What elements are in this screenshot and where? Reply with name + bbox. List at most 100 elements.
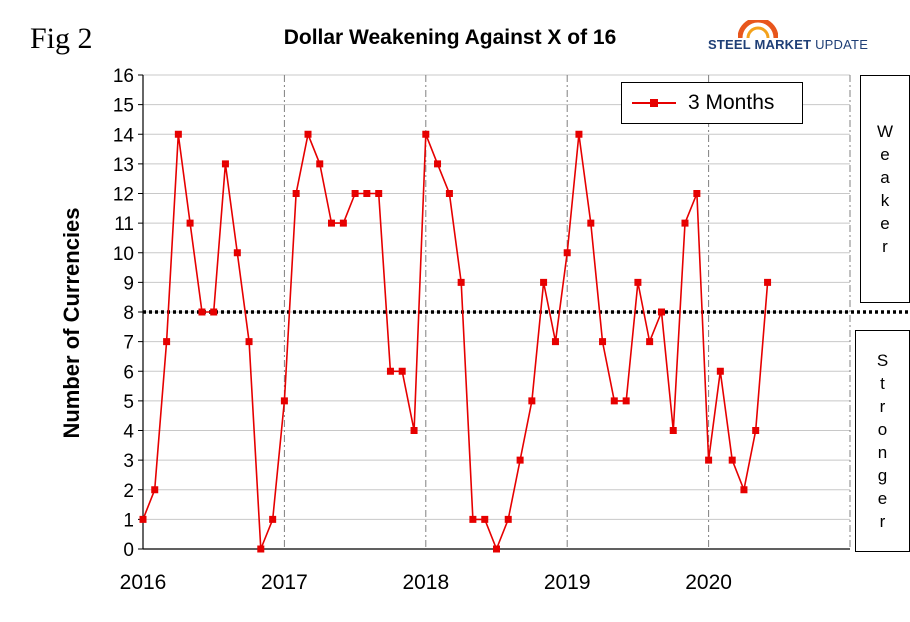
data-point bbox=[681, 219, 689, 227]
data-point bbox=[221, 160, 229, 168]
data-point bbox=[351, 190, 359, 197]
chart-title: Dollar Weakening Against X of 16 bbox=[283, 26, 617, 49]
weaker-letter: W bbox=[876, 122, 894, 141]
data-point bbox=[481, 515, 489, 523]
stronger-letter: t bbox=[880, 374, 885, 393]
x-tick-label: 2016 bbox=[120, 571, 167, 594]
data-point bbox=[457, 278, 465, 286]
logo-text: STEEL MARKET UPDATE bbox=[708, 37, 868, 52]
data-point bbox=[693, 190, 701, 197]
stronger-letter: o bbox=[877, 420, 888, 439]
data-point bbox=[375, 190, 383, 197]
data-point bbox=[540, 278, 548, 286]
x-tick-label: 2018 bbox=[402, 571, 449, 594]
logo-brand-bold: STEEL MARKET bbox=[708, 37, 812, 52]
y-tick-label: 2 bbox=[123, 481, 134, 502]
data-point bbox=[339, 219, 347, 227]
weaker-letter: k bbox=[880, 191, 890, 210]
data-point bbox=[151, 486, 159, 494]
data-point bbox=[233, 249, 241, 257]
stronger-letter: n bbox=[877, 443, 888, 462]
y-tick-label: 9 bbox=[123, 273, 134, 294]
data-point bbox=[575, 130, 583, 138]
data-point bbox=[316, 160, 324, 168]
data-point bbox=[516, 456, 524, 464]
data-point bbox=[740, 486, 748, 494]
stronger-letter: g bbox=[877, 466, 888, 485]
data-point bbox=[658, 308, 666, 316]
data-point bbox=[669, 427, 677, 434]
data-point bbox=[469, 515, 477, 523]
data-point bbox=[764, 278, 772, 286]
data-point bbox=[716, 367, 724, 375]
y-tick-label: 16 bbox=[113, 66, 134, 87]
x-tick-label: 2017 bbox=[261, 571, 308, 594]
y-tick-label: 1 bbox=[123, 510, 134, 531]
series-line bbox=[142, 131, 769, 552]
steel-market-update-logo: STEEL MARKET UPDATE bbox=[708, 20, 868, 60]
data-point bbox=[528, 397, 536, 405]
y-tick-label: 13 bbox=[113, 155, 134, 176]
data-point bbox=[292, 190, 300, 197]
data-point bbox=[434, 160, 442, 168]
data-point bbox=[752, 427, 760, 434]
weaker-letter: a bbox=[880, 168, 890, 187]
data-point bbox=[610, 397, 618, 405]
data-point bbox=[587, 219, 595, 227]
y-tick-label: 8 bbox=[123, 303, 134, 324]
data-point bbox=[422, 130, 430, 138]
y-tick-label: 6 bbox=[123, 362, 134, 383]
data-point bbox=[504, 515, 512, 523]
data-point bbox=[269, 515, 277, 523]
legend-series-symbol bbox=[632, 93, 682, 113]
x-tick-label: 2020 bbox=[685, 571, 732, 594]
y-tick-label: 14 bbox=[113, 125, 135, 146]
stronger-letter: S bbox=[876, 351, 889, 370]
data-point bbox=[398, 367, 406, 375]
x-tick-label: 2019 bbox=[544, 571, 591, 594]
weaker-letter: r bbox=[882, 237, 888, 256]
weaker-letter: e bbox=[880, 145, 890, 164]
y-tick-label: 15 bbox=[113, 96, 134, 117]
data-point bbox=[139, 515, 147, 523]
data-point bbox=[634, 278, 642, 286]
stronger-letter: r bbox=[879, 512, 886, 531]
stronger-letter: e bbox=[877, 489, 888, 508]
data-point bbox=[280, 397, 288, 405]
y-tick-label: 3 bbox=[123, 451, 134, 472]
data-point bbox=[386, 367, 394, 375]
data-point bbox=[563, 249, 571, 257]
y-tick-label: 12 bbox=[113, 185, 134, 206]
logo-brand-light: UPDATE bbox=[815, 37, 869, 52]
data-point bbox=[174, 130, 182, 138]
data-point bbox=[646, 338, 654, 346]
data-point bbox=[728, 456, 736, 464]
stronger-letter: r bbox=[879, 397, 886, 416]
figure-label: Fig 2 bbox=[30, 22, 93, 55]
data-point bbox=[163, 338, 171, 346]
data-point bbox=[186, 219, 194, 227]
data-point bbox=[245, 338, 253, 346]
data-point bbox=[327, 219, 335, 227]
data-point bbox=[304, 130, 312, 138]
data-point bbox=[257, 545, 265, 553]
data-point bbox=[210, 308, 218, 316]
y-tick-label: 0 bbox=[123, 540, 134, 561]
y-tick-label: 5 bbox=[123, 392, 134, 413]
data-point bbox=[622, 397, 630, 405]
data-point bbox=[493, 545, 500, 553]
data-point bbox=[599, 338, 607, 346]
data-point bbox=[705, 456, 713, 464]
data-point bbox=[445, 190, 453, 197]
logo-arc-icon bbox=[738, 20, 778, 39]
y-tick-label: 4 bbox=[123, 422, 134, 443]
weaker-letter: e bbox=[880, 214, 890, 233]
chart-legend: 3 Months bbox=[621, 82, 803, 124]
data-point bbox=[410, 427, 418, 434]
y-tick-label: 11 bbox=[114, 214, 134, 235]
data-point bbox=[363, 190, 371, 197]
legend-series-label: 3 Months bbox=[688, 91, 775, 114]
